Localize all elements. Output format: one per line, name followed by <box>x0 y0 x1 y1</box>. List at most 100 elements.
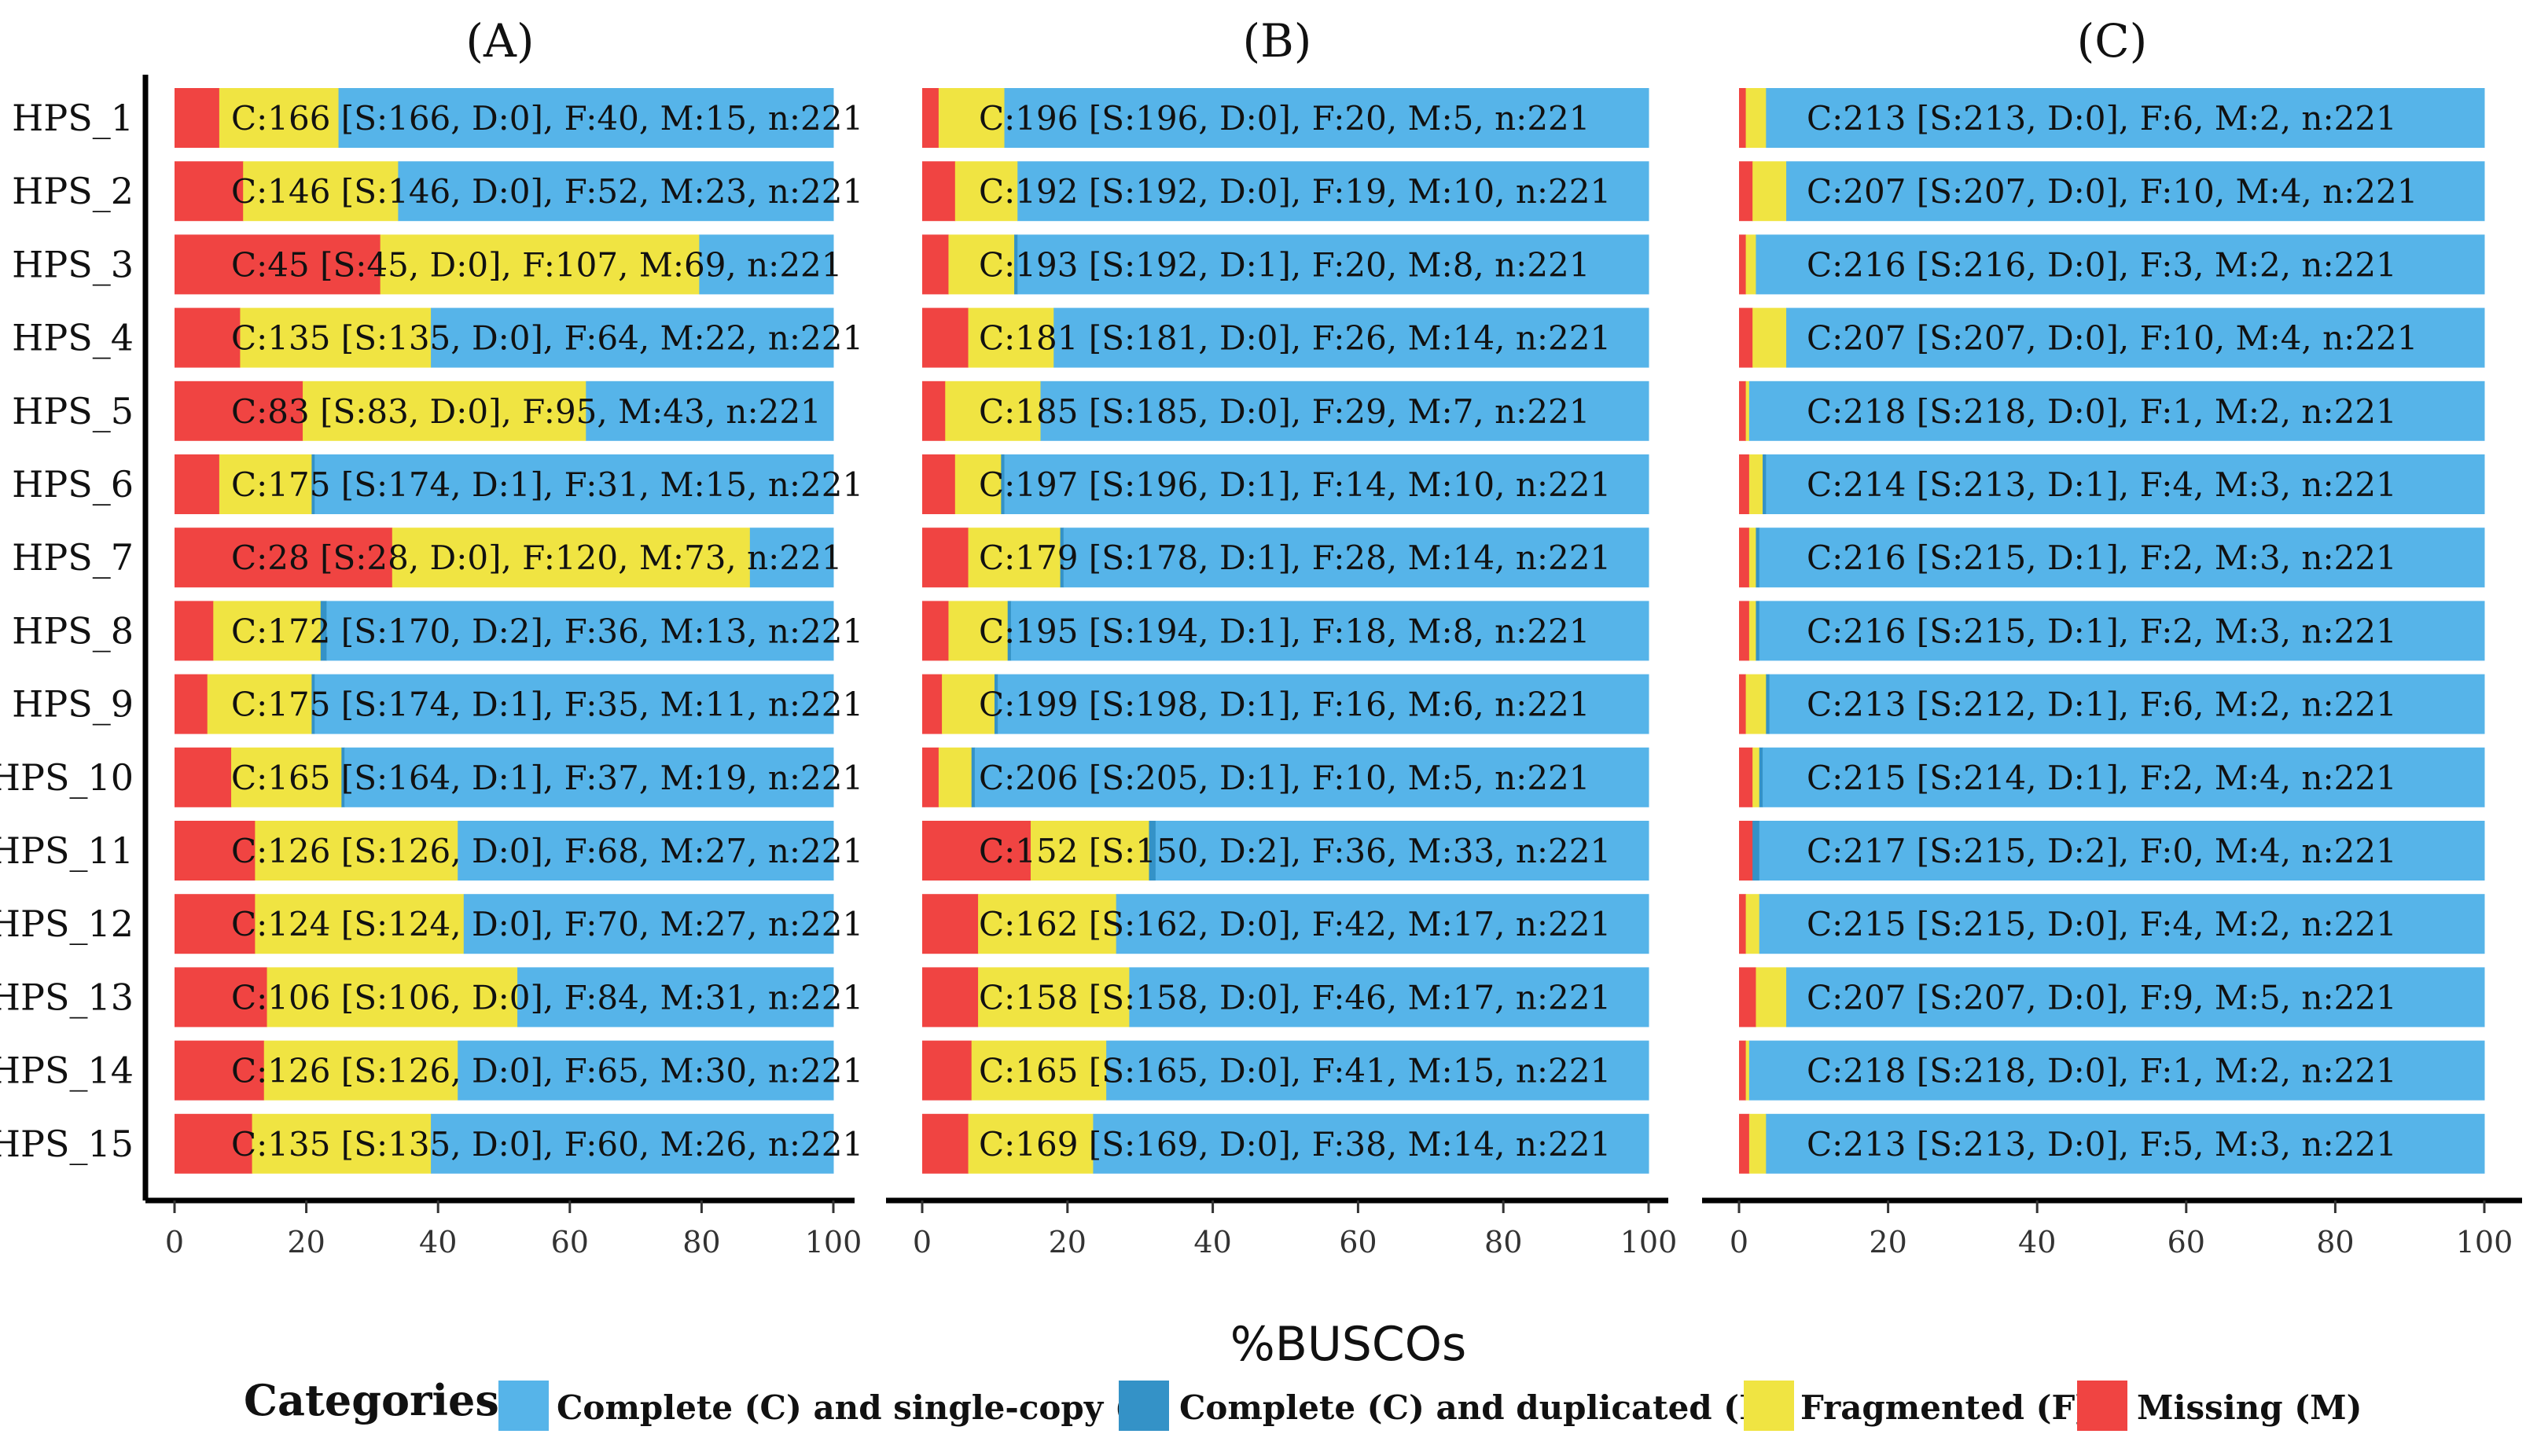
bar-segment-F-HPS_4 <box>968 307 1054 368</box>
bar-segment-F-HPS_3 <box>1745 234 1756 295</box>
bar-segment-F-HPS_15 <box>968 1113 1094 1174</box>
bar-label-HPS_9: C:199 [S:198, D:1], F:16, M:6, n:221 <box>979 686 1590 724</box>
bar-segment-D-HPS_10 <box>971 747 976 807</box>
bar-label-HPS_4: C:181 [S:181, D:0], F:26, M:14, n:221 <box>979 319 1611 358</box>
bar-segment-M-HPS_2 <box>1739 161 1753 222</box>
bar-segment-M-HPS_6 <box>922 454 956 514</box>
bar-segment-M-HPS_8 <box>1739 601 1750 661</box>
bar-segment-F-HPS_12 <box>978 894 1117 954</box>
bar-label-HPS_1: C:213 [S:213, D:0], F:6, M:2, n:221 <box>1807 99 2397 138</box>
bar-segment-M-HPS_9 <box>1739 674 1747 734</box>
bar-segment-M-HPS_5 <box>1739 381 1747 441</box>
bar-segment-S-HPS_10 <box>974 747 1649 807</box>
bar-segment-S-HPS_11 <box>1759 821 2485 881</box>
bar-segment-D-HPS_10 <box>1759 747 1763 807</box>
bar-segment-F-HPS_12 <box>1745 894 1760 954</box>
legend-label-F: Fragmented (F) <box>1800 1388 2090 1427</box>
bar-segment-M-HPS_3 <box>922 234 949 295</box>
bar-segment-D-HPS_7 <box>1756 528 1760 588</box>
bar-segment-F-HPS_13 <box>1756 967 1787 1028</box>
category-label-HPS_9: HPS_9 <box>12 683 134 726</box>
legend-swatch-S <box>498 1381 549 1431</box>
bar-label-HPS_2: C:192 [S:192, D:0], F:19, M:10, n:221 <box>979 172 1611 211</box>
panel-title: (B) <box>1243 14 1312 68</box>
bar-label-HPS_13: C:106 [S:106, D:0], F:84, M:31, n:221 <box>231 978 863 1017</box>
bar-segment-M-HPS_5 <box>175 381 303 441</box>
bar-segment-S-HPS_1 <box>338 88 834 148</box>
bar-segment-F-HPS_7 <box>968 528 1061 588</box>
bar-segment-D-HPS_9 <box>994 674 998 734</box>
bar-segment-F-HPS_15 <box>1748 1113 1767 1174</box>
bar-segment-F-HPS_14 <box>1745 1040 1750 1101</box>
bar-label-HPS_4: C:135 [S:135, D:0], F:64, M:22, n:221 <box>231 319 863 358</box>
x-tick-label: 60 <box>1339 1225 1377 1259</box>
bar-segment-F-HPS_10 <box>1752 747 1760 807</box>
bar-segment-S-HPS_12 <box>1116 894 1649 954</box>
bar-segment-F-HPS_13 <box>978 967 1130 1028</box>
bar-label-HPS_11: C:126 [S:126, D:0], F:68, M:27, n:221 <box>231 832 863 870</box>
bar-segment-S-HPS_13 <box>517 967 834 1028</box>
bar-segment-F-HPS_14 <box>263 1040 458 1101</box>
x-tick-label: 100 <box>2456 1225 2513 1259</box>
bar-label-HPS_7: C:216 [S:215, D:1], F:2, M:3, n:221 <box>1807 539 2397 577</box>
bar-label-HPS_7: C:179 [S:178, D:1], F:28, M:14, n:221 <box>979 539 1611 577</box>
bar-segment-F-HPS_10 <box>938 747 973 807</box>
bar-segment-M-HPS_14 <box>1739 1040 1747 1101</box>
legend-swatch-M <box>2077 1381 2127 1431</box>
x-tick-label: 100 <box>805 1225 862 1259</box>
bar-segment-M-HPS_1 <box>175 88 220 148</box>
bar-segment-F-HPS_2 <box>243 161 399 222</box>
bar-label-HPS_12: C:162 [S:162, D:0], F:42, M:17, n:221 <box>979 905 1611 943</box>
category-label-HPS_14: HPS_14 <box>0 1050 134 1092</box>
bar-segment-M-HPS_15 <box>922 1113 969 1174</box>
bar-label-HPS_6: C:175 [S:174, D:1], F:31, M:15, n:221 <box>231 465 863 504</box>
bar-segment-S-HPS_2 <box>1786 161 2485 222</box>
bar-segment-M-HPS_6 <box>175 454 220 514</box>
bar-label-HPS_9: C:213 [S:212, D:1], F:6, M:2, n:221 <box>1807 686 2397 724</box>
bar-segment-S-HPS_10 <box>344 747 834 807</box>
bar-label-HPS_2: C:207 [S:207, D:0], F:10, M:4, n:221 <box>1807 172 2418 211</box>
category-label-HPS_13: HPS_13 <box>0 976 134 1018</box>
bar-segment-M-HPS_8 <box>922 601 949 661</box>
bar-segment-F-HPS_8 <box>213 601 322 661</box>
bar-segment-D-HPS_11 <box>1149 821 1156 881</box>
bar-segment-S-HPS_12 <box>463 894 834 954</box>
bar-segment-D-HPS_6 <box>1763 454 1767 514</box>
bar-segment-F-HPS_6 <box>219 454 312 514</box>
bar-label-HPS_10: C:206 [S:205, D:1], F:10, M:5, n:221 <box>979 759 1590 797</box>
bar-segment-D-HPS_3 <box>1014 234 1018 295</box>
bar-segment-D-HPS_7 <box>1060 528 1064 588</box>
bar-segment-S-HPS_8 <box>1759 601 2485 661</box>
x-tick-label: 60 <box>551 1225 589 1259</box>
bar-segment-F-HPS_7 <box>392 528 751 588</box>
legend-swatch-D <box>1119 1381 1169 1431</box>
category-label-HPS_10: HPS_10 <box>0 756 134 799</box>
bar-segment-F-HPS_2 <box>954 161 1018 222</box>
x-tick-label: 40 <box>2018 1225 2056 1259</box>
x-tick-label: 0 <box>1730 1225 1748 1259</box>
bar-label-HPS_7: C:28 [S:28, D:0], F:120, M:73, n:221 <box>231 539 843 577</box>
bar-segment-F-HPS_9 <box>942 674 995 734</box>
bar-segment-M-HPS_13 <box>1739 967 1756 1028</box>
bar-label-HPS_15: C:135 [S:135, D:0], F:60, M:26, n:221 <box>231 1125 863 1164</box>
bar-segment-F-HPS_1 <box>1745 88 1767 148</box>
bar-segment-S-HPS_3 <box>1017 234 1649 295</box>
bar-segment-F-HPS_1 <box>219 88 340 148</box>
x-tick-label: 0 <box>913 1225 932 1259</box>
bar-segment-S-HPS_1 <box>1004 88 1649 148</box>
bar-segment-S-HPS_13 <box>1129 967 1649 1028</box>
bar-segment-S-HPS_14 <box>1106 1040 1649 1101</box>
bar-label-HPS_12: C:215 [S:215, D:0], F:4, M:2, n:221 <box>1807 905 2397 943</box>
bar-segment-M-HPS_7 <box>1739 528 1750 588</box>
bar-segment-D-HPS_9 <box>1766 674 1770 734</box>
bar-segment-S-HPS_9 <box>1769 674 2485 734</box>
bar-segment-S-HPS_6 <box>314 454 834 514</box>
x-axis-title: %BUSCOs <box>1230 1317 1467 1372</box>
panel-2: (B) 0 20 40 60 80 100 C:196 [S:196, D:0], F:20,… <box>886 14 1677 1259</box>
bar-segment-S-HPS_5 <box>1040 381 1649 441</box>
bar-segment-M-HPS_5 <box>922 381 946 441</box>
x-tick-label: 20 <box>1049 1225 1086 1259</box>
bar-segment-M-HPS_6 <box>1739 454 1750 514</box>
bar-segment-S-HPS_3 <box>699 234 834 295</box>
